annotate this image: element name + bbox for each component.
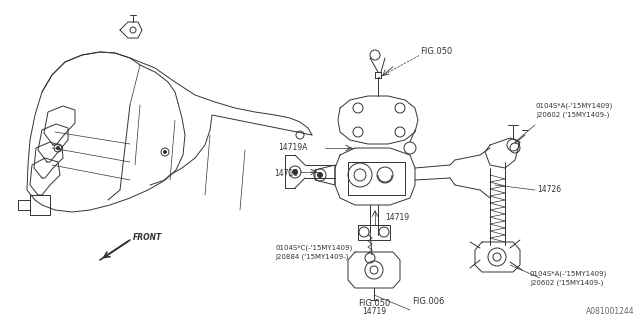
Text: 0104S*A(-'15MY1409)
J20602 ('15MY1409-): 0104S*A(-'15MY1409) J20602 ('15MY1409-) [530, 270, 607, 286]
Text: 14719A: 14719A [278, 142, 308, 151]
Circle shape [56, 147, 60, 149]
Text: 14726: 14726 [537, 186, 561, 195]
Text: 14719: 14719 [362, 308, 386, 316]
Text: A081001244: A081001244 [586, 308, 635, 316]
Text: FRONT: FRONT [133, 233, 163, 242]
Text: FIG.006: FIG.006 [412, 298, 444, 307]
Text: 14719: 14719 [385, 213, 409, 222]
Text: 14710: 14710 [274, 169, 298, 178]
Text: 0104S*A(-'15MY1409)
J20602 ('15MY1409-): 0104S*A(-'15MY1409) J20602 ('15MY1409-) [536, 102, 613, 118]
Circle shape [317, 172, 323, 178]
Circle shape [292, 170, 298, 174]
Text: 0104S*C(-'15MY1409)
J20884 ('15MY1409-): 0104S*C(-'15MY1409) J20884 ('15MY1409-) [275, 244, 352, 260]
Text: FIG.050: FIG.050 [420, 47, 452, 57]
Text: FIG.050: FIG.050 [358, 300, 390, 308]
Circle shape [163, 150, 166, 154]
